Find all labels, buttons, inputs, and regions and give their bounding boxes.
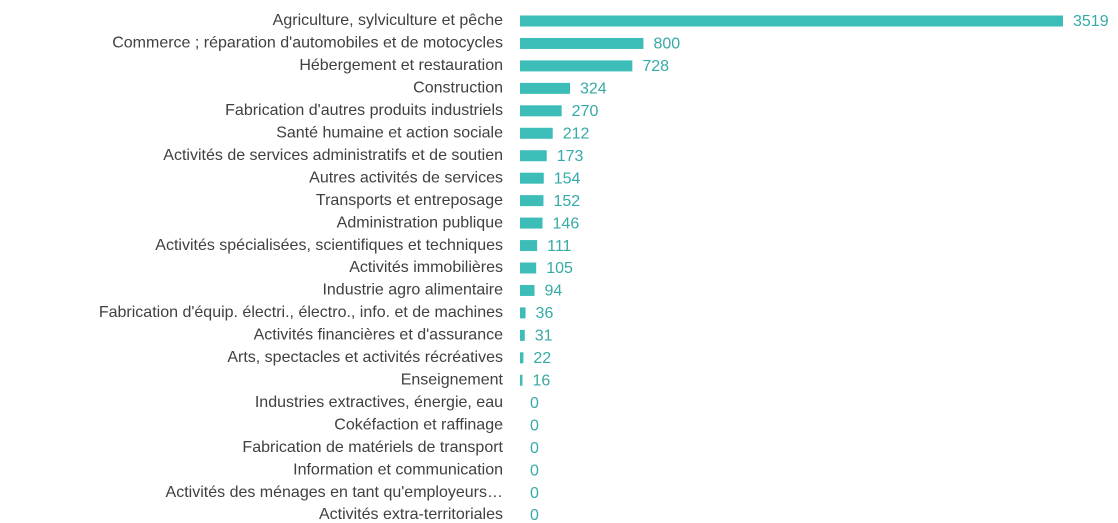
category-label: Transports et entreposage [316,192,503,209]
category-label: Hébergement et restauration [299,57,503,74]
value-label: 0 [530,440,539,457]
value-label: 324 [580,81,607,98]
category-label: Activités extra-territoriales [319,506,503,523]
value-label: 0 [530,395,539,412]
value-label: 154 [554,170,581,187]
bar [520,60,633,72]
bar [520,37,644,49]
bar [520,172,544,184]
bar [520,15,1063,27]
value-label: 31 [535,328,553,345]
bar [520,82,570,94]
category-label: Santé humaine et action sociale [276,124,503,141]
value-label: 0 [530,462,539,479]
value-label: 105 [546,260,573,277]
bar [520,284,535,296]
category-label: Commerce ; réparation d'automobiles et d… [112,35,503,52]
value-label: 0 [530,417,539,434]
category-label: Industrie agro alimentaire [322,282,503,299]
bar [520,262,537,274]
bar [520,374,523,386]
category-label: Activités financières et d'assurance [254,327,504,344]
value-label: 0 [530,507,539,523]
bar [520,105,562,117]
bar [520,217,543,229]
bar [520,352,524,364]
value-label: 111 [547,238,571,255]
value-label: 728 [642,58,669,75]
category-label: Administration publique [337,214,503,231]
category-label: Arts, spectacles et activités récréative… [227,349,503,366]
value-label: 22 [533,350,551,367]
value-label: 16 [532,372,550,389]
category-label: Fabrication de matériels de transport [242,439,503,456]
bar [520,150,547,162]
category-label: Activités des ménages en tant qu'employe… [166,484,503,501]
value-label: 36 [536,305,554,322]
bar [520,240,538,252]
value-label: 270 [572,103,599,120]
value-label: 0 [530,485,539,502]
bar [520,127,553,139]
value-label: 800 [653,36,680,53]
bar [520,329,525,341]
value-label: 152 [553,193,580,210]
category-label: Industries extractives, énergie, eau [255,394,503,411]
bar [520,195,544,207]
value-label: 212 [563,125,590,142]
value-label: 3519 [1073,13,1109,30]
category-label: Activités spécialisées, scientifiques et… [155,237,503,254]
category-label: Agriculture, sylviculture et pêche [273,12,503,29]
category-label: Cokéfaction et raffinage [334,416,503,433]
category-label: Activités immobilières [349,259,503,276]
category-label: Activités de services administratifs et … [163,147,503,164]
category-label: Enseignement [401,371,504,388]
value-label: 146 [553,215,580,232]
category-label: Information et communication [293,461,503,478]
category-label: Fabrication d'autres produits industriel… [225,102,503,119]
category-label: Autres activités de services [309,169,503,186]
value-label: 94 [545,283,563,300]
value-label: 173 [557,148,584,165]
category-label: Construction [413,80,503,97]
bar [520,307,526,319]
category-label: Fabrication d'équip. électri., électro.,… [99,304,503,321]
